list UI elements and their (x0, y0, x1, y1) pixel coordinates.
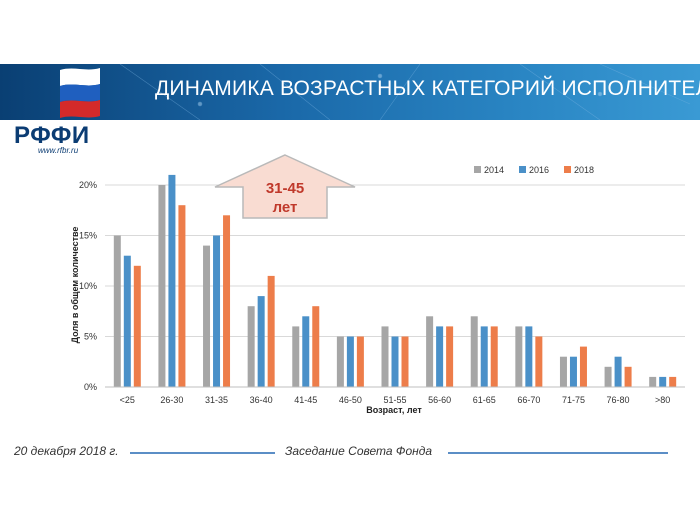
x-tick-label: 71-75 (562, 395, 585, 405)
bar-2016-46-50 (346, 336, 354, 387)
x-tick-label: 26-30 (160, 395, 183, 405)
x-axis-label: Возраст, лет (366, 405, 422, 415)
x-tick-label: 76-80 (607, 395, 630, 405)
bar-2016-41-45 (302, 316, 310, 387)
bar-2014-71-75 (559, 356, 567, 387)
bar-2018-36-40 (267, 275, 275, 387)
bar-2014-41-45 (292, 326, 300, 387)
title-banner: ДИНАМИКА ВОЗРАСТНЫХ КАТЕГОРИЙ ИСПОЛНИТЕЛ… (0, 64, 700, 120)
bar-2018-51-55 (401, 336, 409, 387)
y-tick-label: 15% (79, 231, 97, 241)
chart-legend: 2014 2016 2018 (474, 165, 594, 175)
bar-2018-76-80 (624, 366, 632, 387)
bar-2014-46-50 (336, 336, 344, 387)
bar-2016->80 (659, 376, 667, 387)
footer-line-left (130, 452, 275, 454)
bar-2014-26-30 (158, 185, 166, 387)
bar-2018-56-60 (446, 326, 454, 387)
callout-line-1: 31-45 (266, 180, 304, 197)
logo-url[interactable]: www.rfbr.ru (38, 146, 79, 155)
rffi-flag-logo-icon (14, 68, 100, 152)
bar-2016-56-60 (436, 326, 444, 387)
bar-2014-66-70 (515, 326, 523, 387)
bar-2016-26-30 (168, 174, 176, 387)
banner-decoration (119, 64, 691, 120)
x-axis-ticks: <25 26-30 31-35 36-40 41-45 46-50 51-55 56-60 61… (120, 395, 671, 405)
y-tick-label: 20% (79, 180, 97, 190)
x-tick-label: 41-45 (294, 395, 317, 405)
bar-2016-36-40 (257, 296, 265, 387)
legend-swatch-2018 (564, 166, 571, 173)
bar-2016-<25 (123, 255, 131, 387)
x-tick-label: 36-40 (250, 395, 273, 405)
bar-chart: 0% 5% 10% 15% 20% <25 26-30 31-35 36-40 41-45 46-… (70, 154, 685, 415)
y-axis-label: Доля в общем количестве (70, 227, 80, 344)
bar-2018-41-45 (312, 306, 320, 387)
legend-swatch-2016 (519, 166, 526, 173)
x-tick-label: 31-35 (205, 395, 228, 405)
legend-swatch-2014 (474, 166, 481, 173)
bar-2014-31-35 (203, 245, 211, 387)
bar-2016-31-35 (213, 235, 221, 387)
bar-2018-46-50 (356, 336, 364, 387)
up-arrow-icon (214, 154, 356, 219)
bar-2018-31-35 (223, 215, 231, 387)
bar-2014-51-55 (381, 326, 389, 387)
y-axis-ticks: 0% 5% 10% 15% 20% (79, 180, 97, 392)
bar-2016-66-70 (525, 326, 533, 387)
y-tick-label: 10% (79, 281, 97, 291)
legend-label-2016: 2016 (529, 165, 549, 175)
bar-2016-76-80 (614, 356, 622, 387)
callout-arrow: 31-45 лет (214, 154, 356, 219)
y-tick-label: 0% (84, 382, 97, 392)
x-tick-label: 61-65 (473, 395, 496, 405)
bar-2018-71-75 (579, 346, 587, 387)
chart-grid (105, 184, 685, 337)
x-tick-label: 56-60 (428, 395, 451, 405)
x-tick-label: <25 (120, 395, 135, 405)
bar-2014-76-80 (604, 366, 612, 387)
logo-text: РФФИ (14, 122, 90, 149)
footer-event: Заседание Совета Фонда (285, 444, 433, 458)
bar-2014-56-60 (426, 316, 434, 387)
bar-2014->80 (649, 376, 657, 387)
bar-2014-61-65 (470, 316, 478, 387)
legend-label-2018: 2018 (574, 165, 594, 175)
bar-2016-71-75 (569, 356, 577, 387)
bar-2016-61-65 (480, 326, 488, 387)
callout-line-2: лет (273, 199, 298, 216)
x-tick-label: 46-50 (339, 395, 362, 405)
legend-label-2014: 2014 (484, 165, 504, 175)
x-tick-label: >80 (655, 395, 670, 405)
footer-line-right (448, 452, 668, 454)
footer-date: 20 декабря 2018 г. (14, 444, 119, 458)
bar-2018-<25 (133, 265, 141, 387)
bar-2018->80 (669, 376, 677, 387)
bar-2018-26-30 (178, 205, 186, 387)
slide-title: ДИНАМИКА ВОЗРАСТНЫХ КАТЕГОРИЙ ИСПОЛНИТЕЛ… (155, 77, 700, 100)
bar-2016-51-55 (391, 336, 399, 387)
chart-bars (113, 174, 677, 387)
x-tick-label: 51-55 (383, 395, 406, 405)
y-tick-label: 5% (84, 332, 97, 342)
bar-2018-66-70 (535, 336, 543, 387)
x-tick-label: 66-70 (517, 395, 540, 405)
bar-2014-<25 (113, 235, 121, 387)
bar-2014-36-40 (247, 306, 255, 387)
bar-2018-61-65 (490, 326, 498, 387)
